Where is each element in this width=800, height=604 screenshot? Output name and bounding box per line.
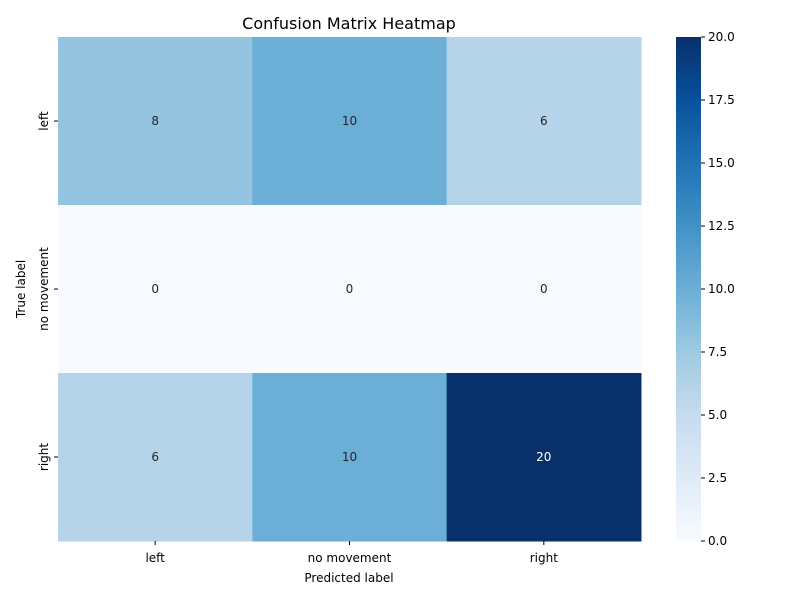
cell-value-label: 8 <box>151 114 159 128</box>
y-tick-label: left <box>37 111 51 131</box>
heatmap-cell <box>58 373 253 542</box>
cell-value-label: 10 <box>342 114 357 128</box>
y-axis-label: True label <box>14 260 28 319</box>
heatmap-cell <box>252 37 448 206</box>
colorbar-tick-label: 17.5 <box>708 93 735 107</box>
colorbar-gradient <box>676 37 701 541</box>
heatmap-cell-labels: 8 10 6 0 0 0 6 10 20 <box>151 114 551 464</box>
colorbar-tick-label: 12.5 <box>708 219 735 233</box>
heatmap-cell <box>252 373 448 542</box>
x-axis: left no movement right <box>145 541 558 565</box>
colorbar-tick-label: 0.0 <box>708 534 727 548</box>
x-tick-label: no movement <box>308 551 392 565</box>
heatmap-cell <box>252 205 448 374</box>
cell-value-label: 6 <box>540 114 548 128</box>
y-axis: left no movement right <box>37 111 58 471</box>
colorbar-tick-label: 15.0 <box>708 156 735 170</box>
colorbar: 0.0 2.5 5.0 7.5 10.0 12.5 15.0 17.5 20.0 <box>676 30 735 548</box>
cell-value-label: 0 <box>540 282 548 296</box>
x-tick-label: left <box>145 551 165 565</box>
colorbar-tick-label: 20.0 <box>708 30 735 44</box>
heatmap-cell <box>446 373 642 542</box>
x-axis-label: Predicted label <box>304 571 393 585</box>
colorbar-ticks: 0.0 2.5 5.0 7.5 10.0 12.5 15.0 17.5 20.0 <box>701 30 735 548</box>
heatmap-cell <box>446 205 642 374</box>
cell-value-label: 0 <box>346 282 354 296</box>
colorbar-tick-label: 10.0 <box>708 282 735 296</box>
chart-title: Confusion Matrix Heatmap <box>242 14 456 33</box>
colorbar-tick-label: 2.5 <box>708 471 727 485</box>
cell-value-label: 10 <box>342 450 357 464</box>
heatmap-cell <box>446 37 642 206</box>
x-tick-label: right <box>530 551 558 565</box>
y-tick-label: right <box>37 443 51 471</box>
heatmap-cells <box>58 37 642 542</box>
heatmap-cell <box>58 37 253 206</box>
heatmap-cell <box>58 205 253 374</box>
cell-value-label: 0 <box>151 282 159 296</box>
colorbar-tick-label: 7.5 <box>708 345 727 359</box>
y-tick-label: no movement <box>37 247 51 331</box>
colorbar-tick-label: 5.0 <box>708 408 727 422</box>
cell-value-label: 20 <box>536 450 551 464</box>
cell-value-label: 6 <box>151 450 159 464</box>
